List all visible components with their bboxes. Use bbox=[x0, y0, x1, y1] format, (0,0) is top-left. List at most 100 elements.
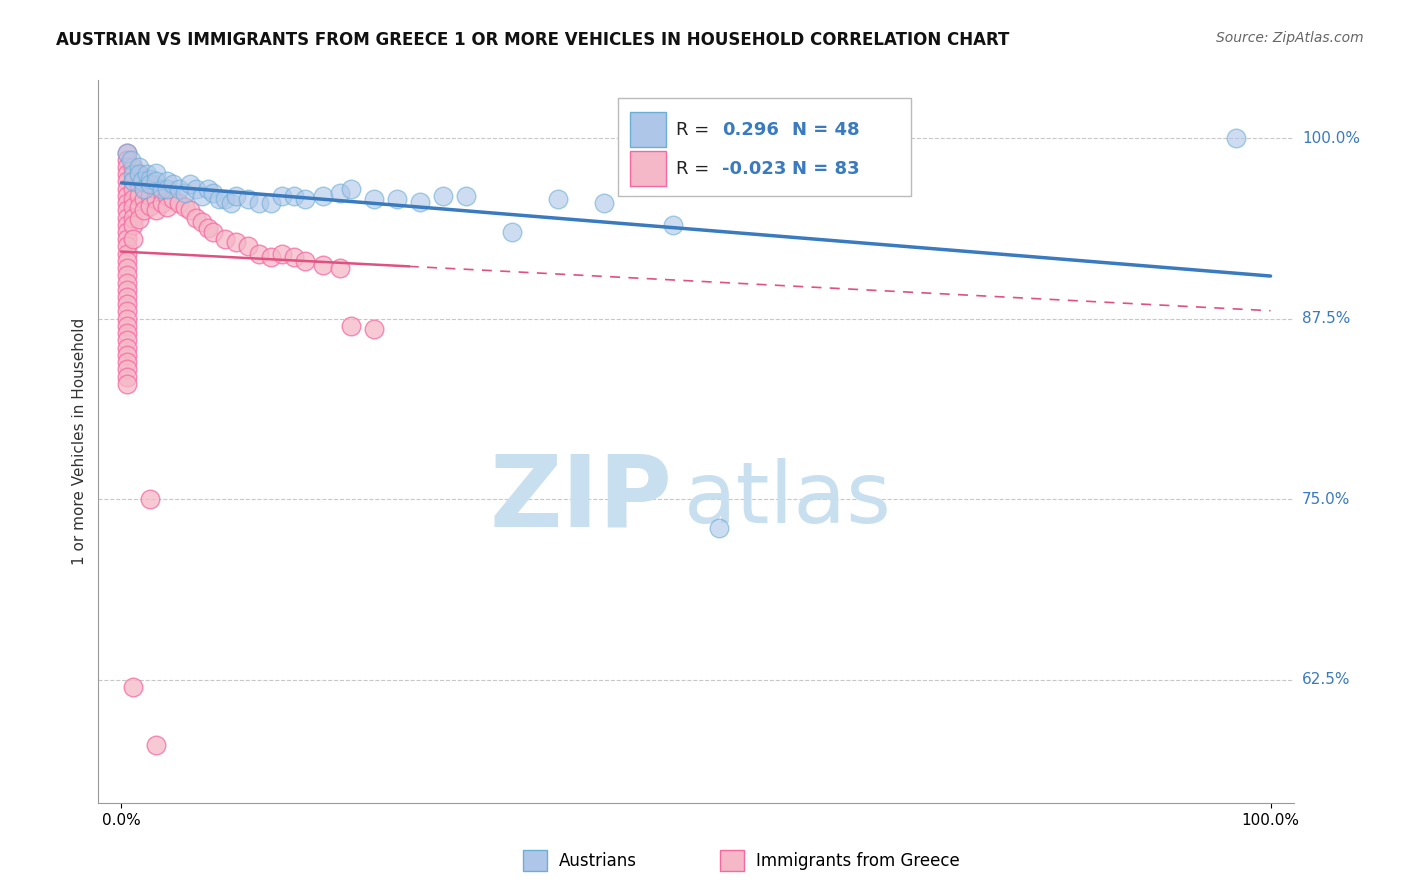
Point bbox=[156, 174, 179, 188]
Point bbox=[115, 225, 138, 239]
Point bbox=[329, 186, 352, 200]
Point bbox=[260, 250, 283, 264]
Text: Source: ZipAtlas.com: Source: ZipAtlas.com bbox=[1216, 31, 1364, 45]
Text: 100.0%: 100.0% bbox=[1302, 130, 1360, 145]
Point bbox=[191, 189, 214, 203]
Point bbox=[167, 182, 190, 196]
Point bbox=[363, 322, 385, 336]
Point bbox=[115, 167, 138, 181]
Text: 62.5%: 62.5% bbox=[1302, 673, 1350, 688]
Point bbox=[167, 196, 190, 211]
Point bbox=[134, 182, 156, 196]
Point bbox=[122, 211, 145, 225]
Point bbox=[115, 348, 138, 362]
Point bbox=[115, 253, 138, 268]
Point bbox=[1225, 131, 1247, 145]
Text: 0.296: 0.296 bbox=[723, 120, 779, 138]
Point bbox=[184, 182, 207, 196]
Point bbox=[340, 318, 363, 333]
Point bbox=[115, 318, 138, 333]
Point bbox=[219, 196, 242, 211]
Point bbox=[501, 225, 523, 239]
Point bbox=[236, 239, 259, 253]
Point bbox=[128, 167, 150, 181]
Point bbox=[122, 232, 145, 246]
Text: R =: R = bbox=[676, 120, 714, 138]
Text: atlas: atlas bbox=[685, 458, 891, 541]
Text: Austrians: Austrians bbox=[558, 852, 637, 870]
Point bbox=[145, 166, 167, 180]
Point bbox=[283, 250, 305, 264]
Point bbox=[156, 182, 179, 196]
Point bbox=[128, 201, 150, 215]
Point bbox=[173, 201, 195, 215]
Point bbox=[179, 203, 201, 218]
Point bbox=[363, 192, 385, 206]
Point bbox=[260, 196, 283, 211]
Point bbox=[134, 171, 156, 186]
Point bbox=[225, 235, 247, 249]
Point bbox=[115, 290, 138, 304]
FancyBboxPatch shape bbox=[619, 98, 911, 196]
Point bbox=[311, 189, 333, 203]
Point bbox=[150, 185, 173, 199]
Point bbox=[115, 355, 138, 369]
Point bbox=[184, 211, 207, 225]
Point bbox=[145, 182, 167, 196]
Point bbox=[128, 189, 150, 203]
Point bbox=[135, 167, 157, 181]
Point bbox=[214, 232, 236, 246]
Point bbox=[139, 199, 162, 213]
Text: 87.5%: 87.5% bbox=[1302, 311, 1350, 326]
Point bbox=[115, 362, 138, 376]
Text: 75.0%: 75.0% bbox=[1302, 491, 1350, 507]
Point bbox=[150, 182, 173, 196]
Point bbox=[122, 218, 145, 232]
Point bbox=[191, 215, 214, 229]
Point bbox=[115, 203, 138, 218]
Point bbox=[145, 192, 167, 206]
Point bbox=[131, 174, 153, 188]
Point bbox=[385, 192, 409, 206]
Point bbox=[115, 246, 138, 260]
Point bbox=[115, 196, 138, 211]
Point bbox=[120, 153, 142, 167]
Point bbox=[134, 203, 156, 218]
Point bbox=[225, 189, 247, 203]
Point bbox=[115, 160, 138, 174]
Point bbox=[197, 220, 219, 235]
Point bbox=[156, 201, 179, 215]
Point bbox=[115, 182, 138, 196]
Point bbox=[122, 160, 145, 174]
Point bbox=[115, 376, 138, 391]
Point bbox=[214, 192, 236, 206]
Text: R =: R = bbox=[676, 160, 714, 178]
Point bbox=[122, 680, 145, 694]
Point bbox=[139, 492, 162, 507]
Bar bbox=[523, 850, 547, 871]
Point bbox=[162, 192, 184, 206]
Point bbox=[247, 246, 270, 260]
Point bbox=[247, 196, 270, 211]
Point bbox=[115, 341, 138, 355]
Point bbox=[271, 246, 294, 260]
Point bbox=[139, 189, 162, 203]
Point bbox=[115, 153, 138, 167]
Point bbox=[128, 178, 150, 192]
Point bbox=[271, 189, 294, 203]
Text: ZIP: ZIP bbox=[489, 450, 672, 548]
Text: Immigrants from Greece: Immigrants from Greece bbox=[756, 852, 959, 870]
Point bbox=[139, 171, 162, 186]
Point bbox=[115, 283, 138, 297]
Point bbox=[547, 192, 569, 206]
Point bbox=[122, 192, 145, 206]
Point bbox=[294, 192, 316, 206]
Point bbox=[134, 192, 156, 206]
Text: -0.023: -0.023 bbox=[723, 160, 786, 178]
Point bbox=[128, 160, 150, 174]
Y-axis label: 1 or more Vehicles in Household: 1 or more Vehicles in Household bbox=[72, 318, 87, 566]
Point bbox=[707, 521, 730, 535]
Point bbox=[115, 145, 138, 160]
Point bbox=[122, 201, 145, 215]
Point bbox=[173, 186, 195, 200]
